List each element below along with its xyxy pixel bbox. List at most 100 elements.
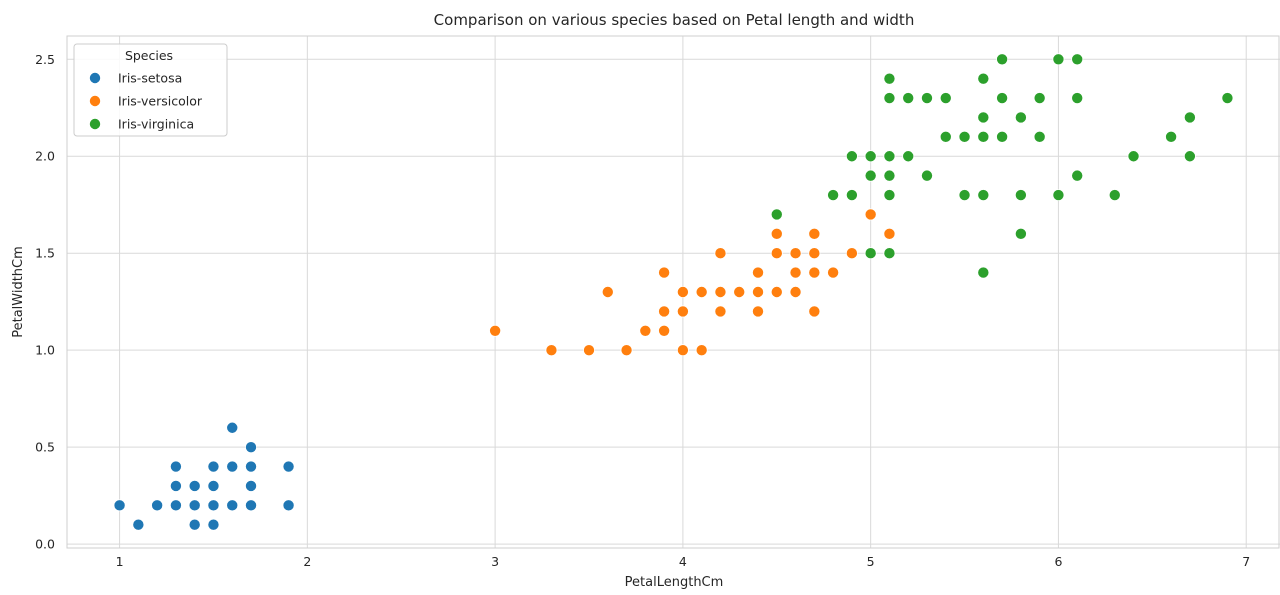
data-point (977, 130, 990, 143)
data-point (883, 227, 896, 240)
data-point (676, 344, 689, 357)
data-point (883, 169, 896, 182)
data-point (958, 189, 971, 202)
legend: Species Iris-setosa Iris-versicolor Iris-vi… (73, 43, 228, 137)
legend-entry: Iris-setosa (118, 71, 182, 86)
data-point (864, 208, 877, 221)
data-point (245, 479, 258, 492)
x-tick-label: 3 (491, 554, 499, 569)
data-point (207, 479, 220, 492)
data-point (883, 92, 896, 105)
y-tick-labels: 0.0 0.5 1.0 1.5 2.0 2.5 (35, 52, 55, 552)
data-point (808, 266, 821, 279)
data-point (920, 92, 933, 105)
y-tick-label: 2.0 (35, 149, 55, 164)
legend-entry: Iris-versicolor (118, 94, 203, 109)
data-point (282, 499, 295, 512)
x-tick-label: 1 (116, 554, 124, 569)
data-point (1183, 150, 1196, 163)
data-point (827, 266, 840, 279)
data-point (789, 247, 802, 260)
data-point (845, 247, 858, 260)
y-tick-label: 0.5 (35, 440, 55, 455)
data-point (751, 285, 764, 298)
data-point (996, 92, 1009, 105)
data-point (113, 499, 126, 512)
data-point (226, 460, 239, 473)
data-point (808, 247, 821, 260)
data-point (188, 518, 201, 531)
data-point (245, 460, 258, 473)
x-tick-label: 4 (679, 554, 687, 569)
data-point (939, 92, 952, 105)
data-point (1071, 92, 1084, 105)
data-point (1052, 53, 1065, 66)
data-point (676, 285, 689, 298)
data-point (282, 460, 295, 473)
data-point (1165, 130, 1178, 143)
data-point (1033, 130, 1046, 143)
data-point (808, 305, 821, 318)
data-point (1071, 169, 1084, 182)
data-point (751, 266, 764, 279)
data-point (658, 266, 671, 279)
data-point (658, 324, 671, 337)
data-point (864, 169, 877, 182)
data-point (770, 285, 783, 298)
data-point (845, 189, 858, 202)
data-point (789, 266, 802, 279)
data-point (714, 305, 727, 318)
data-point (1014, 227, 1027, 240)
data-point (207, 499, 220, 512)
x-tick-label: 2 (303, 554, 311, 569)
data-point (1052, 189, 1065, 202)
data-point (207, 518, 220, 531)
chart-title: Comparison on various species based on P… (434, 11, 915, 29)
data-point (1071, 53, 1084, 66)
data-point (977, 72, 990, 85)
data-point (845, 150, 858, 163)
data-point (245, 499, 258, 512)
data-point (695, 344, 708, 357)
legend-box (73, 43, 228, 137)
x-tick-label: 6 (1054, 554, 1062, 569)
data-point (977, 266, 990, 279)
data-point (658, 305, 671, 318)
data-point (827, 189, 840, 202)
x-tick-label: 5 (867, 554, 875, 569)
data-point (751, 305, 764, 318)
data-point (902, 150, 915, 163)
data-point (620, 344, 633, 357)
data-point (808, 227, 821, 240)
data-point (226, 499, 239, 512)
data-point (169, 479, 182, 492)
data-point (132, 518, 145, 531)
data-point (489, 324, 502, 337)
data-point (169, 460, 182, 473)
y-tick-label: 0.0 (35, 537, 55, 552)
data-point (996, 53, 1009, 66)
data-point (939, 130, 952, 143)
data-point (601, 285, 614, 298)
x-axis-label: PetalLengthCm (625, 575, 724, 590)
x-tick-labels: 1 2 3 4 5 6 7 (116, 554, 1251, 569)
data-point (714, 247, 727, 260)
data-point (864, 247, 877, 260)
data-point (883, 247, 896, 260)
data-point (639, 324, 652, 337)
data-point (169, 499, 182, 512)
y-axis-label: PetalWidthCm (11, 246, 26, 338)
data-point (883, 72, 896, 85)
data-point (770, 247, 783, 260)
data-point (1108, 189, 1121, 202)
data-point (1183, 111, 1196, 124)
legend-marker (89, 72, 102, 85)
data-point (1221, 92, 1234, 105)
data-point (864, 150, 877, 163)
data-point (188, 499, 201, 512)
data-point (695, 285, 708, 298)
y-tick-label: 2.5 (35, 52, 55, 67)
data-point (1033, 92, 1046, 105)
